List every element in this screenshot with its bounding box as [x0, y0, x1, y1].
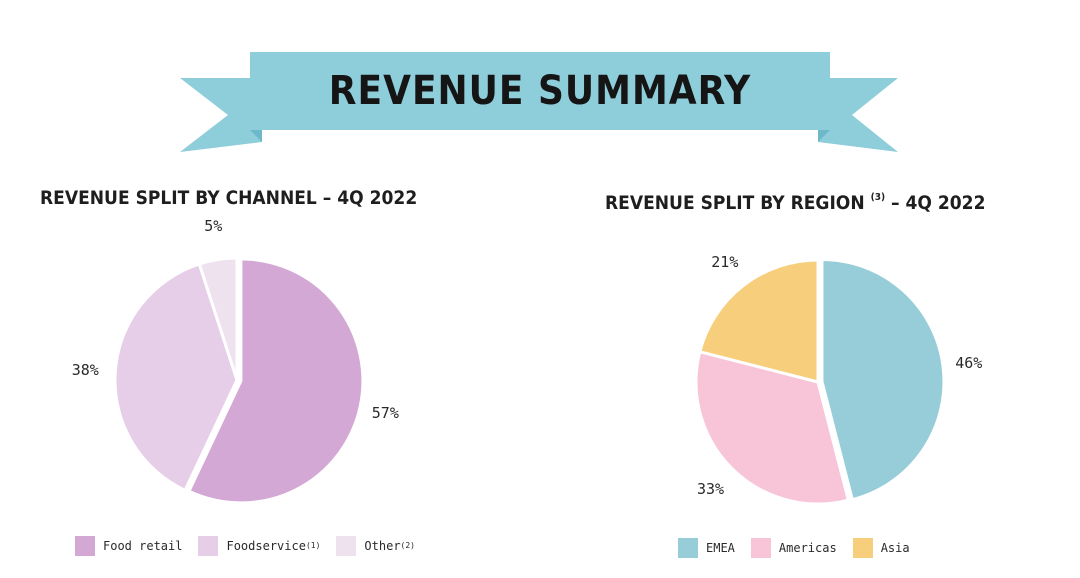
banner-title: REVENUE SUMMARY: [328, 68, 752, 114]
legend-item-other: Other (2): [336, 536, 415, 556]
legend-region: EMEA Americas Asia: [678, 538, 926, 558]
legend-footnote-other: (2): [400, 540, 415, 550]
data-label-emea: 46%: [955, 353, 983, 372]
legend-swatch-emea: [678, 538, 698, 558]
chart-title-region-main: REVENUE SPLIT BY REGION: [605, 192, 865, 214]
chart-title-channel: REVENUE SPLIT BY CHANNEL – 4Q 2022: [40, 187, 418, 209]
data-label-other: 5%: [204, 216, 223, 235]
chart-title-region-footnote: (3): [870, 191, 886, 203]
legend-label-other: Other: [364, 539, 401, 553]
legend-item-foodservice: Foodservice (1): [198, 536, 320, 556]
legend-item-americas: Americas: [750, 538, 837, 558]
legend-swatch-asia: [852, 538, 873, 558]
legend-footnote-foodservice: (1): [305, 540, 321, 550]
banner-main: [250, 52, 830, 130]
legend-item-asia: Asia: [852, 538, 910, 558]
legend-item-emea: EMEA: [678, 538, 735, 558]
chart-title-region-suffix: – 4Q 2022: [891, 192, 986, 214]
banner-ribbon: [180, 52, 898, 152]
data-label-asia: 21%: [711, 252, 739, 271]
legend-swatch-americas: [750, 538, 771, 558]
banner-right-tail: [818, 78, 898, 152]
legend-swatch-foodservice: [198, 536, 219, 556]
data-label-food-retail: 57%: [371, 404, 399, 423]
legend-swatch-food-retail: [75, 536, 95, 556]
legend-label-asia: Asia: [880, 541, 910, 555]
pie-slice-food-retail: [186, 257, 365, 505]
chart-title-region: REVENUE SPLIT BY REGION (3) – 4Q 2022: [605, 192, 985, 214]
data-label-foodservice: 38%: [71, 361, 99, 380]
legend-label-emea: EMEA: [706, 541, 735, 555]
banner-right-fold: [818, 130, 830, 142]
pie-slice-emea: [820, 257, 946, 502]
legend-swatch-other: [336, 536, 357, 556]
pie-slice-asia: [698, 258, 820, 384]
banner-left-tail: [180, 78, 262, 152]
legend-label-americas: Americas: [778, 541, 837, 555]
legend-channel: Food retail Foodservice (1) Other (2): [75, 536, 431, 556]
banner-left-fold: [250, 130, 262, 142]
legend-item-food-retail: Food retail: [75, 536, 182, 556]
pie-slice-other: [197, 256, 239, 381]
legend-label-food-retail: Food retail: [103, 539, 183, 553]
pie-slice-americas: [694, 349, 851, 506]
data-label-americas: 33%: [696, 480, 725, 499]
legend-label-foodservice: Foodservice: [226, 539, 306, 553]
pie-slice-foodservice: [113, 262, 239, 493]
